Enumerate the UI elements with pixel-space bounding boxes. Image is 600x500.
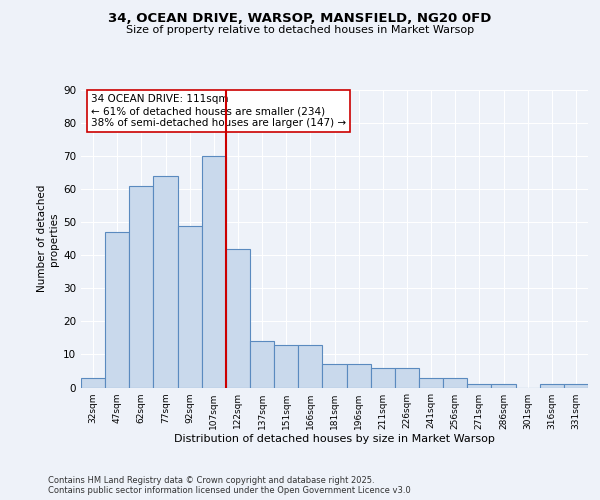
Bar [395, 368, 419, 388]
Bar [443, 378, 467, 388]
Text: 34 OCEAN DRIVE: 111sqm
← 61% of detached houses are smaller (234)
38% of semi-de: 34 OCEAN DRIVE: 111sqm ← 61% of detached… [91, 94, 346, 128]
Bar [274, 344, 298, 388]
Bar [491, 384, 515, 388]
Bar [105, 232, 129, 388]
Bar [371, 368, 395, 388]
Bar [154, 176, 178, 388]
Text: Size of property relative to detached houses in Market Warsop: Size of property relative to detached ho… [126, 25, 474, 35]
Text: Contains HM Land Registry data © Crown copyright and database right 2025.: Contains HM Land Registry data © Crown c… [48, 476, 374, 485]
Bar [226, 248, 250, 388]
Bar [202, 156, 226, 388]
Text: Contains public sector information licensed under the Open Government Licence v3: Contains public sector information licen… [48, 486, 411, 495]
X-axis label: Distribution of detached houses by size in Market Warsop: Distribution of detached houses by size … [174, 434, 495, 444]
Bar [540, 384, 564, 388]
Bar [250, 341, 274, 388]
Bar [322, 364, 347, 388]
Y-axis label: Number of detached
properties: Number of detached properties [37, 185, 59, 292]
Bar [81, 378, 105, 388]
Text: 34, OCEAN DRIVE, WARSOP, MANSFIELD, NG20 0FD: 34, OCEAN DRIVE, WARSOP, MANSFIELD, NG20… [109, 12, 491, 26]
Bar [347, 364, 371, 388]
Bar [178, 226, 202, 388]
Bar [419, 378, 443, 388]
Bar [467, 384, 491, 388]
Bar [298, 344, 322, 388]
Bar [564, 384, 588, 388]
Bar [129, 186, 154, 388]
